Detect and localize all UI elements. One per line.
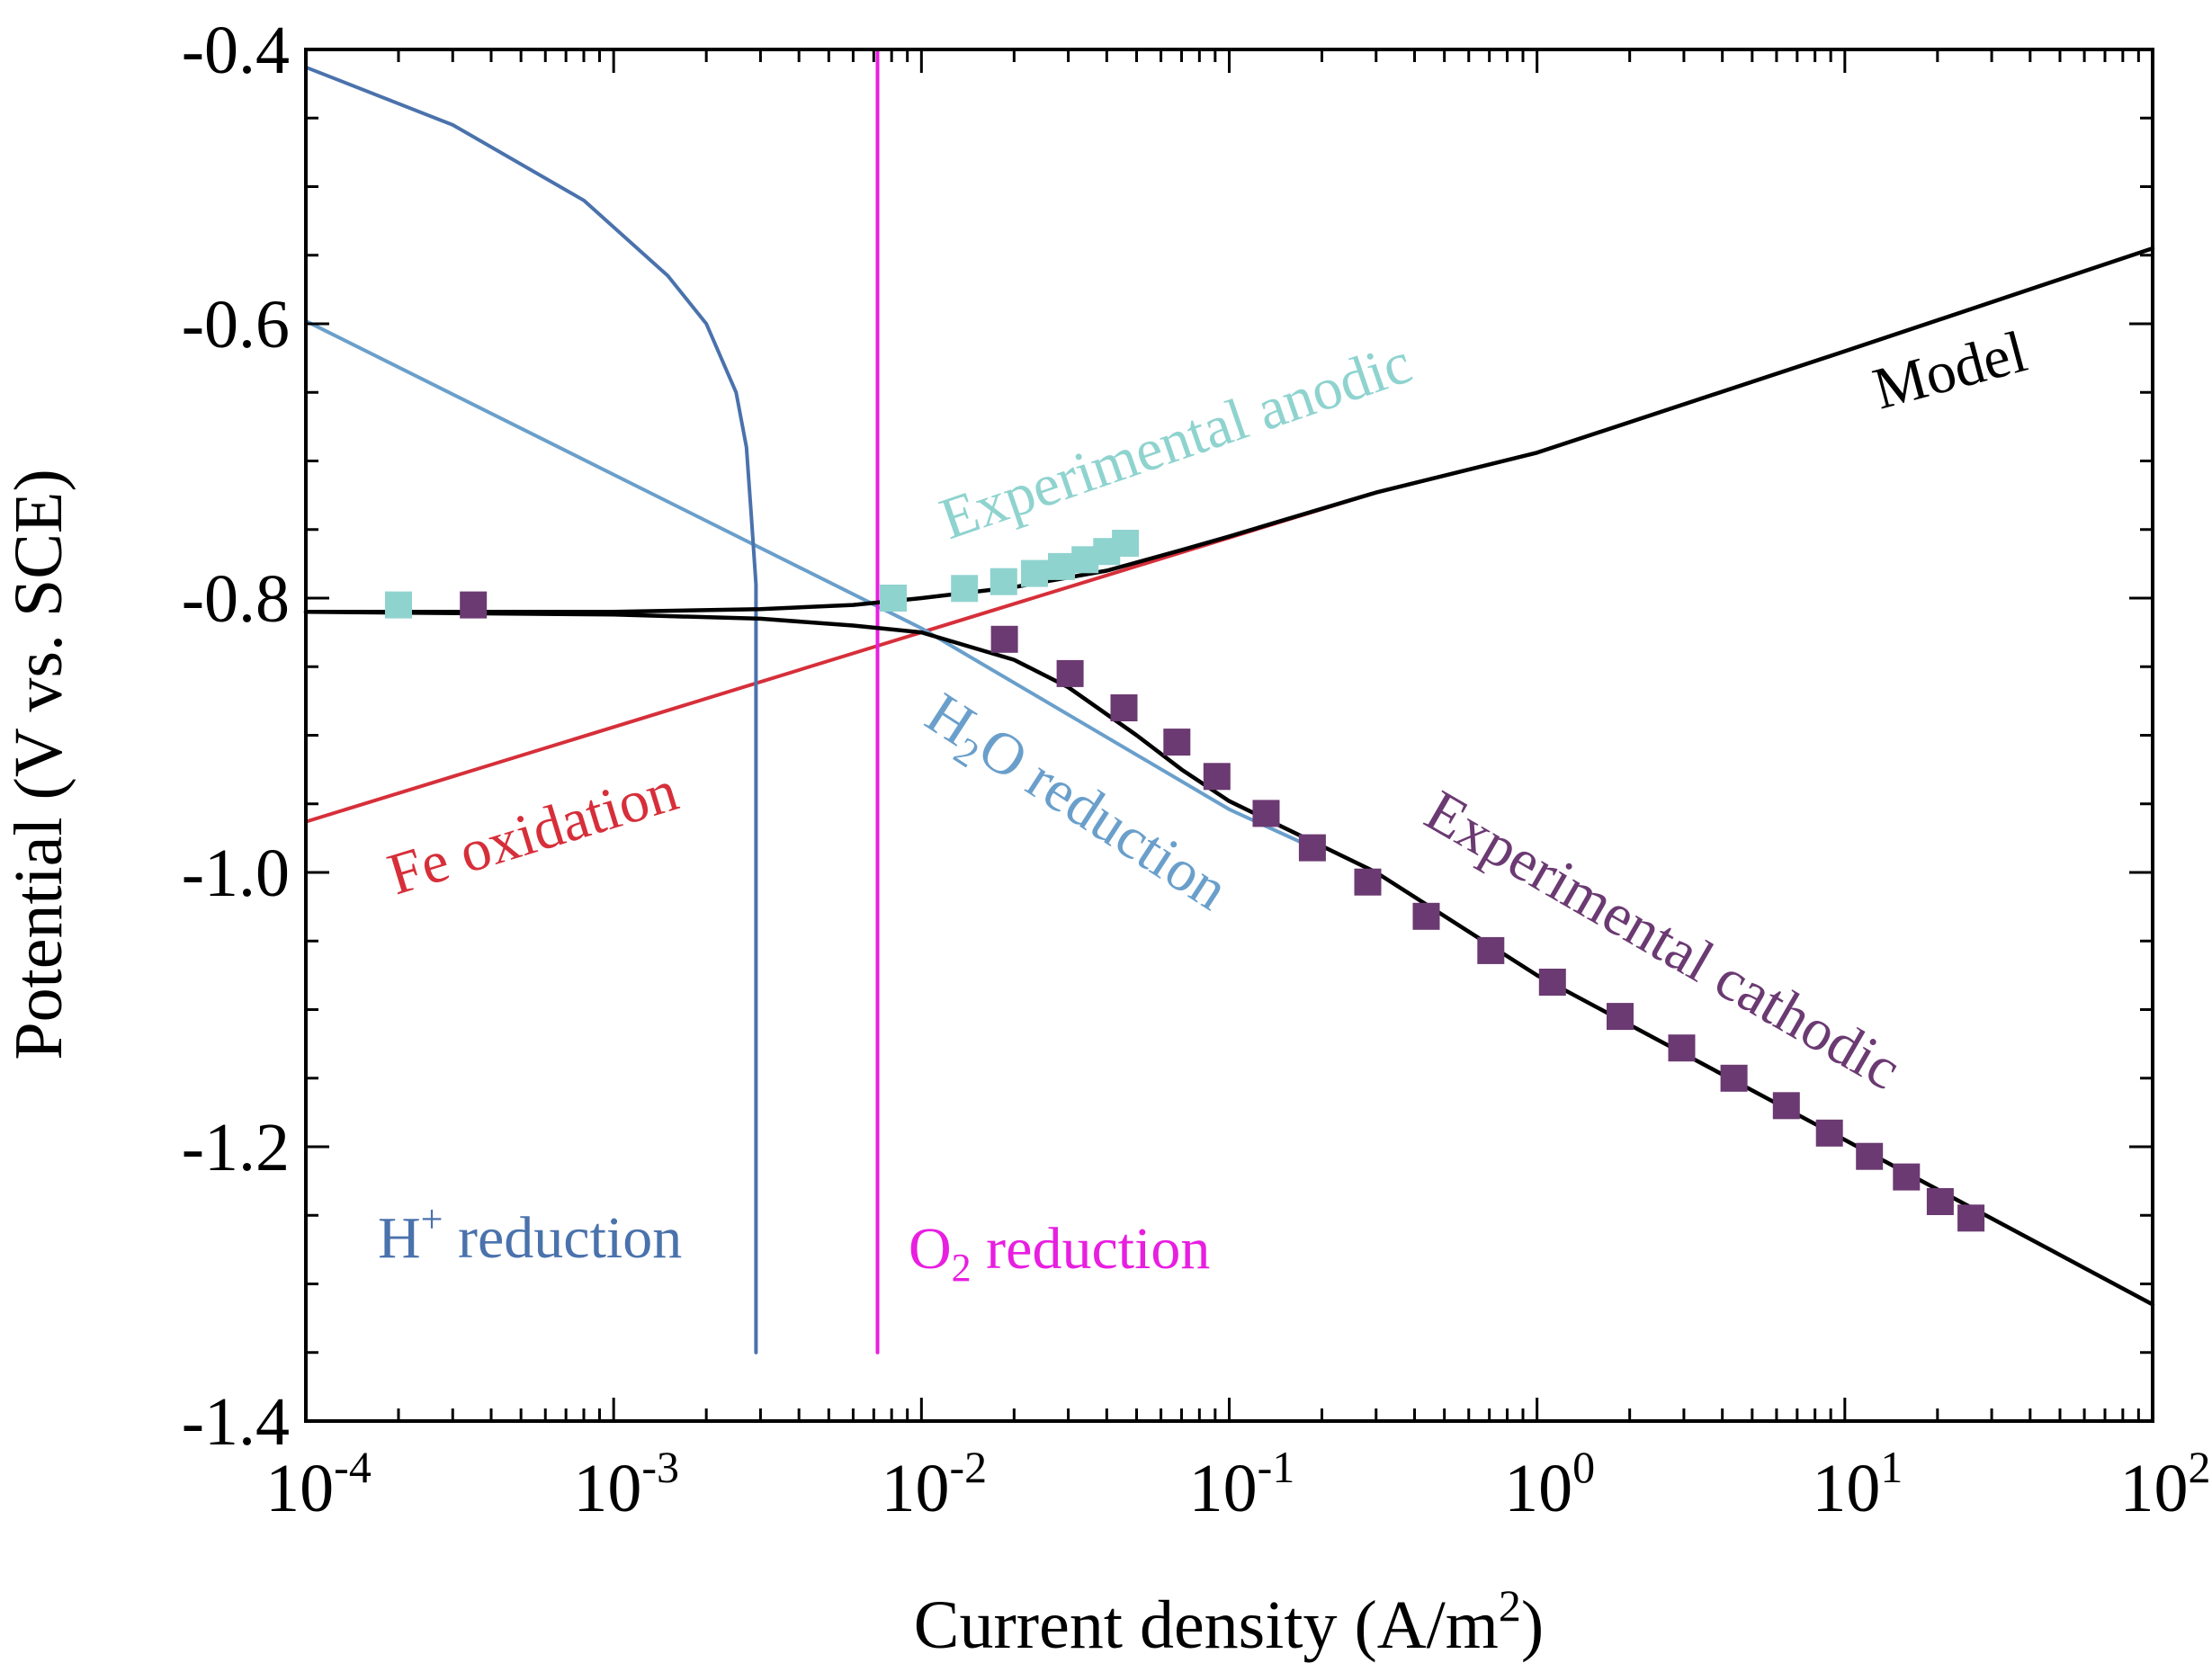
marker-experimental-cathodic <box>1607 1003 1634 1031</box>
marker-experimental-cathodic <box>1163 729 1191 756</box>
marker-experimental-cathodic <box>990 625 1018 653</box>
annotation-h-plus-reduction: H+ reduction <box>378 1197 682 1271</box>
annotation-o2-reduction: O2 reduction <box>909 1216 1210 1290</box>
marker-experimental-cathodic <box>1538 969 1566 996</box>
marker-experimental-cathodic <box>1298 834 1326 862</box>
marker-experimental-cathodic <box>1815 1119 1843 1147</box>
plot-markers <box>385 530 1985 1232</box>
y-tick-label: -1.4 <box>182 1384 290 1460</box>
y-tick-label: -0.8 <box>182 561 290 637</box>
marker-experimental-cathodic <box>1477 936 1505 964</box>
x-tick-label: 10-4 <box>265 1442 372 1526</box>
axis-tick-labels: -0.4 -0.6 -0.8 -1.0 -1.2 -1.410-4 10-3 10-2 10-1… <box>182 13 2211 1526</box>
marker-experimental-cathodic <box>1856 1142 1884 1170</box>
x-tick-label: 10-3 <box>573 1442 679 1526</box>
marker-experimental-anodic <box>990 568 1017 595</box>
x-tick-label: 102 <box>2120 1442 2211 1526</box>
marker-experimental-cathodic <box>1720 1064 1748 1092</box>
axis-ticks <box>304 48 2154 1423</box>
marker-experimental-cathodic <box>460 591 488 619</box>
series-h-reduction <box>304 65 758 1355</box>
series-model-anodic <box>303 246 2155 614</box>
marker-experimental-anodic <box>880 585 907 612</box>
marker-experimental-cathodic <box>1056 659 1084 687</box>
marker-experimental-anodic <box>1021 559 1048 587</box>
marker-experimental-anodic <box>385 591 412 619</box>
marker-experimental-anodic <box>1112 530 1140 557</box>
marker-experimental-anodic <box>951 575 979 603</box>
marker-experimental-anodic <box>1048 552 1075 580</box>
marker-experimental-cathodic <box>1926 1188 1954 1215</box>
series-model-cathodic <box>303 610 2155 1307</box>
marker-experimental-cathodic <box>1668 1034 1696 1062</box>
annotation-fe-oxidation: Fe oxidation <box>381 758 685 908</box>
y-tick-label: -0.6 <box>182 287 290 362</box>
marker-experimental-cathodic <box>1110 694 1138 721</box>
marker-experimental-cathodic <box>1203 763 1231 791</box>
y-tick-label: -1.0 <box>182 836 290 911</box>
x-axis-title: Current density (A/m2) <box>914 1580 1544 1663</box>
marker-experimental-cathodic <box>1957 1204 1985 1232</box>
marker-experimental-cathodic <box>1412 902 1440 930</box>
x-tick-label: 100 <box>1504 1442 1595 1526</box>
marker-experimental-cathodic <box>1354 868 1382 896</box>
y-axis-title: Potential (V vs. SCE) <box>1 469 76 1060</box>
marker-experimental-cathodic <box>1772 1092 1800 1120</box>
y-tick-label: -0.4 <box>182 13 290 88</box>
plot-lines <box>303 48 2155 1355</box>
marker-experimental-cathodic <box>1252 800 1280 827</box>
y-tick-label: -1.2 <box>182 1110 290 1185</box>
series-h2o-reduction <box>304 318 1324 854</box>
x-tick-label: 101 <box>1812 1442 1903 1526</box>
annotation-experimental-anodic: Experimental anodic <box>932 330 1419 552</box>
x-tick-label: 10-2 <box>882 1442 988 1526</box>
marker-experimental-cathodic <box>1893 1163 1921 1191</box>
x-tick-label: 10-1 <box>1189 1442 1295 1526</box>
